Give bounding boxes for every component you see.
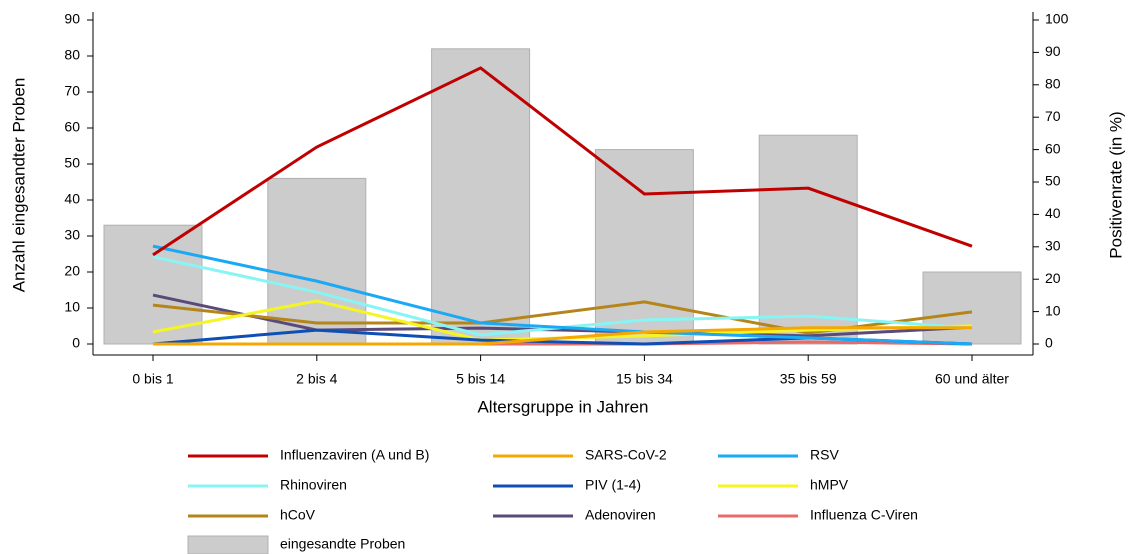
line: [153, 326, 972, 346]
bar: [594, 149, 694, 345]
y2-tick-label: 10: [1045, 302, 1061, 318]
legend-swatch: [187, 535, 269, 554]
x-tick-label: 0 bis 1: [132, 371, 173, 387]
legend-label: eingesandte Proben: [280, 536, 405, 552]
y-axis-title: Anzahl eingesandter Proben: [9, 78, 28, 293]
bar: [922, 271, 1022, 345]
y2-tick-label: 30: [1045, 238, 1061, 254]
y-tick-label: 90: [64, 11, 80, 27]
y2-tick-label: 100: [1045, 11, 1069, 27]
legend-label: SARS-CoV-2: [585, 447, 667, 463]
legend-label: Rhinoviren: [280, 477, 347, 493]
y2-tick-label: 60: [1045, 140, 1061, 156]
x-tick-label: 5 bis 14: [456, 371, 505, 387]
bar: [103, 224, 203, 345]
x-axis-title: Altersgruppe in Jahren: [477, 397, 648, 416]
x-tick-label: 15 bis 34: [616, 371, 673, 387]
x-tick-label: 2 bis 4: [296, 371, 337, 387]
line: [152, 244, 973, 346]
x-tick-label: 60 und älter: [935, 371, 1009, 387]
y-tick-label: 0: [72, 335, 80, 351]
y-tick-label: 10: [64, 299, 80, 315]
legend-label: Adenoviren: [585, 507, 656, 523]
y-tick-label: 70: [64, 83, 80, 99]
legend-label: hCoV: [280, 507, 316, 523]
y2-tick-label: 70: [1045, 108, 1061, 124]
y2-tick-label: 80: [1045, 76, 1061, 92]
y2-tick-label: 90: [1045, 43, 1061, 59]
legend-label: hMPV: [810, 477, 849, 493]
bar: [431, 48, 531, 345]
bar: [267, 177, 367, 345]
y-tick-label: 60: [64, 119, 80, 135]
y2-axis-title: Positivenrate (in %): [1106, 111, 1125, 258]
y2-tick-label: 40: [1045, 205, 1061, 221]
line: [152, 293, 973, 338]
legend-label: RSV: [810, 447, 839, 463]
bar: [758, 134, 858, 345]
y-tick-label: 30: [64, 227, 80, 243]
y2-tick-label: 0: [1045, 335, 1053, 351]
y2-tick-label: 50: [1045, 173, 1061, 189]
y-tick-label: 40: [64, 191, 80, 207]
y-tick-label: 80: [64, 47, 80, 63]
x-tick-label: 35 bis 59: [780, 371, 837, 387]
legend-label: Influenzaviren (A und B): [280, 447, 429, 463]
line: [152, 66, 973, 257]
y-tick-label: 50: [64, 155, 80, 171]
legend-label: PIV (1-4): [585, 477, 641, 493]
y2-tick-label: 20: [1045, 270, 1061, 286]
legend-label: Influenza C-Viren: [810, 507, 918, 523]
y-tick-label: 20: [64, 263, 80, 279]
